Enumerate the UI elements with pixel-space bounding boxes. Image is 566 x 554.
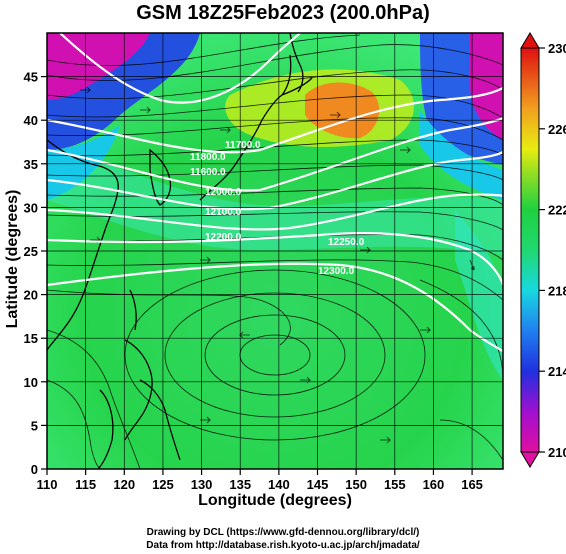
- credit-data-source: Data from http://database.rish.kyoto-u.a…: [146, 540, 420, 551]
- x-tick-label: 140: [268, 477, 290, 492]
- streamlines: [47, 34, 503, 469]
- colorbar-bottom-arrow: [520, 451, 540, 468]
- y-tick-label: 20: [24, 288, 38, 303]
- colorbar-tick-label: 218: [548, 283, 566, 298]
- y-tick-label: 10: [24, 375, 38, 390]
- contour-label: 12200.0: [205, 232, 242, 243]
- x-tick-label: 150: [345, 477, 367, 492]
- x-tick-label: 130: [191, 477, 213, 492]
- map-title: GSM 18Z25Feb2023 (200.0hPa): [136, 2, 430, 24]
- y-tick-label: 30: [24, 200, 38, 215]
- contour-label: 12100.0: [205, 207, 242, 218]
- x-tick-label: 155: [384, 477, 406, 492]
- x-axis: 110 115 120 125 130 135 140 145 150 155 160 165: [37, 469, 483, 492]
- contour-labels: 11800.0 11700.0 11600.0 12000.0 12100.0 …: [190, 140, 365, 277]
- x-tick-label: 135: [229, 477, 251, 492]
- cyan-area-northeast: [420, 110, 503, 200]
- y-tick-label: 5: [31, 418, 38, 433]
- x-tick-label: 145: [307, 477, 329, 492]
- x-axis-label: Longitude (degrees): [198, 492, 352, 509]
- cyan-band-north: [47, 145, 503, 255]
- colorbar-tick-label: 214: [548, 364, 566, 379]
- contour-label: 12250.0: [328, 237, 365, 248]
- colorbar-tick-label: 226: [548, 122, 566, 137]
- y-axis: 0 5 10 15 20 25 30 35 40 45: [24, 70, 47, 477]
- colorbar-tick-label: 210: [548, 445, 566, 460]
- x-tick-label: 160: [423, 477, 445, 492]
- contour-label: 11800.0: [190, 152, 226, 163]
- lat-lon-grid: [47, 33, 503, 469]
- x-tick-label: 110: [37, 477, 58, 492]
- colorbar-top-arrow: [520, 32, 540, 49]
- colorbar-tick-label: 230: [548, 41, 566, 56]
- x-tick-label: 125: [152, 477, 174, 492]
- height-contours: [47, 33, 503, 353]
- contour-label: 11700.0: [225, 140, 261, 151]
- x-tick-label: 165: [461, 477, 483, 492]
- x-tick-label: 115: [75, 477, 96, 492]
- x-tick-label: 120: [113, 477, 135, 492]
- contour-label: 11600.0: [190, 167, 226, 178]
- y-tick-label: 45: [24, 70, 38, 85]
- y-tick-label: 40: [24, 113, 38, 128]
- y-tick-label: 25: [24, 244, 38, 259]
- colorbar-tick-label: 222: [548, 203, 566, 218]
- contour-label: 12000.0: [205, 187, 242, 198]
- credit-drawing: Drawing by DCL (https://www.gfd-dennou.o…: [146, 527, 420, 538]
- cyan-band-east: [455, 210, 503, 380]
- y-tick-label: 0: [31, 462, 38, 477]
- y-tick-label: 35: [24, 157, 38, 172]
- y-axis-label: Latitude (degrees): [4, 189, 21, 329]
- y-tick-label: 15: [24, 331, 38, 346]
- colorbar: 210 214 218 222 226 230: [520, 32, 566, 468]
- contour-label: 12300.0: [318, 266, 355, 277]
- colorbar-body: [520, 47, 540, 453]
